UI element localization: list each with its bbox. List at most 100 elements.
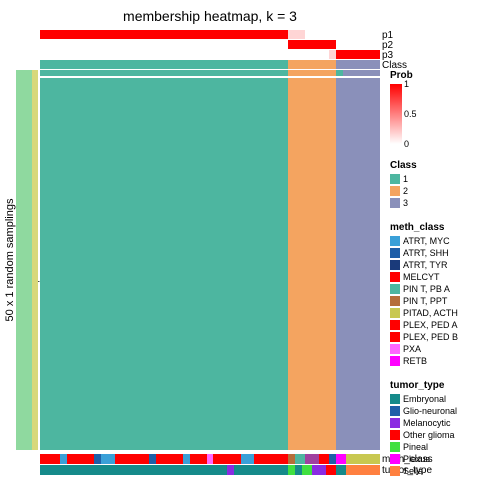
block [336, 465, 346, 475]
block [326, 465, 336, 475]
block [190, 454, 207, 464]
legend-item: PIN T, PPT [390, 296, 447, 306]
legend-item: PLEX, PED B [390, 332, 458, 342]
legend-item: PIN T, PB A [390, 284, 450, 294]
block [40, 30, 288, 39]
label: Prob [390, 70, 413, 81]
block [183, 454, 190, 464]
block [40, 70, 288, 76]
legend-item: ATRT, SHH [390, 248, 449, 258]
block [288, 454, 295, 464]
block [227, 465, 234, 475]
legend-swatch [390, 248, 400, 258]
label: tumor_type [390, 380, 444, 391]
block [305, 454, 319, 464]
ylabel-outer: 50 x 1 random samplings [4, 150, 16, 370]
block [40, 465, 227, 475]
block [40, 60, 288, 69]
legend-item: PLEX, PED A [390, 320, 458, 330]
left-strip [16, 70, 32, 450]
legend-item: ATRT, MYC [390, 236, 450, 246]
legend-swatch [390, 296, 400, 306]
legend-item: 2 [390, 186, 408, 196]
label: meth_class [390, 222, 444, 233]
block [329, 454, 336, 464]
legend-item: 1 [390, 174, 408, 184]
block [343, 70, 380, 76]
block [288, 465, 295, 475]
block [295, 454, 305, 464]
legend-swatch [390, 394, 400, 404]
legend-item: ATRT, TYR [390, 260, 448, 270]
block [319, 454, 329, 464]
legend-swatch [390, 430, 400, 440]
block [258, 465, 289, 475]
legend-swatch [390, 272, 400, 282]
block [234, 465, 251, 475]
block [336, 70, 343, 76]
block [241, 454, 255, 464]
heatmap-col [288, 78, 336, 450]
prob-gradient [390, 84, 402, 144]
legend-swatch [390, 260, 400, 270]
legend-swatch [390, 308, 400, 318]
legend-item: PITAD, ACTH [390, 308, 458, 318]
label: 1 [404, 79, 409, 89]
legend-item: RETB [390, 356, 427, 366]
legend-swatch [390, 442, 400, 452]
legend-swatch [390, 198, 400, 208]
block [115, 454, 149, 464]
legend-swatch [390, 466, 400, 476]
block [288, 70, 336, 76]
label: 0.5 [404, 109, 417, 119]
legend-swatch [390, 344, 400, 354]
block [213, 454, 240, 464]
block [156, 454, 183, 464]
legend-item: Embryonal [390, 394, 446, 404]
block [302, 465, 312, 475]
block [40, 76, 380, 78]
legend-swatch [390, 320, 400, 330]
block [346, 465, 380, 475]
legend-swatch [390, 332, 400, 342]
label: 0 [404, 139, 409, 149]
legend-swatch [390, 236, 400, 246]
legend-item: Melanocytic [390, 418, 451, 428]
block [254, 454, 288, 464]
block [251, 465, 258, 475]
legend-swatch [390, 418, 400, 428]
block [288, 60, 336, 69]
legend-item: 3 [390, 198, 408, 208]
block [149, 454, 156, 464]
legend-swatch [390, 356, 400, 366]
block [207, 454, 214, 464]
block [312, 465, 326, 475]
legend-swatch [390, 186, 400, 196]
legend-item: Pineal [390, 442, 428, 452]
block [336, 60, 380, 69]
legend-item: Sella [390, 466, 423, 476]
block [329, 50, 336, 59]
block [288, 40, 336, 49]
block [346, 454, 380, 464]
legend-swatch [390, 284, 400, 294]
block [295, 465, 302, 475]
label: Class [390, 160, 417, 171]
legend-item: PXA [390, 344, 421, 354]
block [94, 454, 101, 464]
block [336, 50, 380, 59]
legend-item: Other glioma [390, 430, 455, 440]
chart-title: membership heatmap, k = 3 [40, 8, 380, 24]
block [101, 454, 115, 464]
legend-item: Glio-neuronal [390, 406, 457, 416]
block [336, 454, 346, 464]
legend-item: Plexus [390, 454, 430, 464]
block [40, 454, 60, 464]
legend-swatch [390, 406, 400, 416]
left-strip-2 [32, 70, 38, 450]
heatmap-col [336, 78, 380, 450]
block [60, 454, 67, 464]
legend-swatch [390, 174, 400, 184]
heatmap-col [40, 78, 288, 450]
legend-item: MELCYT [390, 272, 440, 282]
